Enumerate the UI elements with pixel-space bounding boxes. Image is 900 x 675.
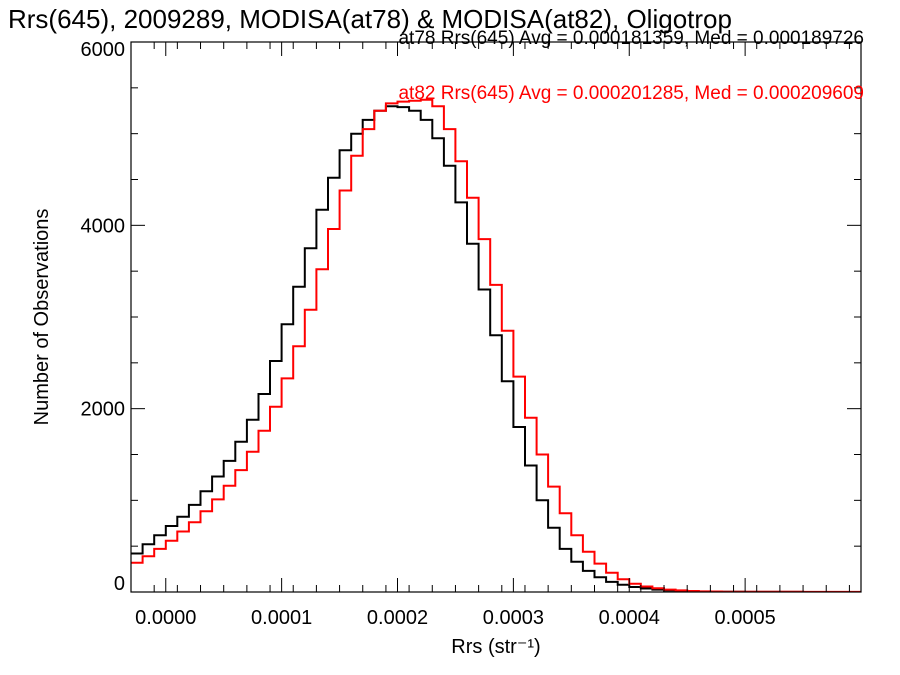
x-tick-label: 0.0001: [251, 607, 312, 629]
x-tick-label: 0.0002: [367, 607, 428, 629]
x-tick-label: 0.0000: [135, 607, 196, 629]
series-line-at82: [131, 98, 861, 592]
y-axis-title: Number of Observations: [31, 209, 53, 426]
legend-at82: at82 Rrs(645) Avg = 0.000201285, Med = 0…: [398, 83, 864, 104]
x-tick-label: 0.0005: [715, 607, 776, 629]
y-tick-label: 6000: [81, 39, 126, 61]
series-line-at78: [131, 105, 861, 592]
x-tick-label: 0.0003: [483, 607, 544, 629]
axes-layer: 0.0000 0.0001 0.0002 0.0003 0.0004 0.0005 0 200…: [81, 39, 862, 629]
chart-title: Rrs(645), 2009289, MODISA(at78) & MODISA…: [8, 4, 732, 34]
legend: at78 Rrs(645) Avg = 0.000181359, Med = 0…: [398, 28, 864, 104]
series-layer: [131, 98, 861, 592]
plot-frame: [130, 41, 862, 593]
y-tick-label: 2000: [81, 399, 126, 421]
y-tick-label: 4000: [81, 215, 126, 237]
x-tick-label: 0.0004: [599, 607, 660, 629]
y-tick-label: 0: [114, 573, 125, 595]
legend-at78: at78 Rrs(645) Avg = 0.000181359, Med = 0…: [398, 28, 864, 49]
x-axis-title: Rrs (str⁻¹): [451, 636, 540, 658]
